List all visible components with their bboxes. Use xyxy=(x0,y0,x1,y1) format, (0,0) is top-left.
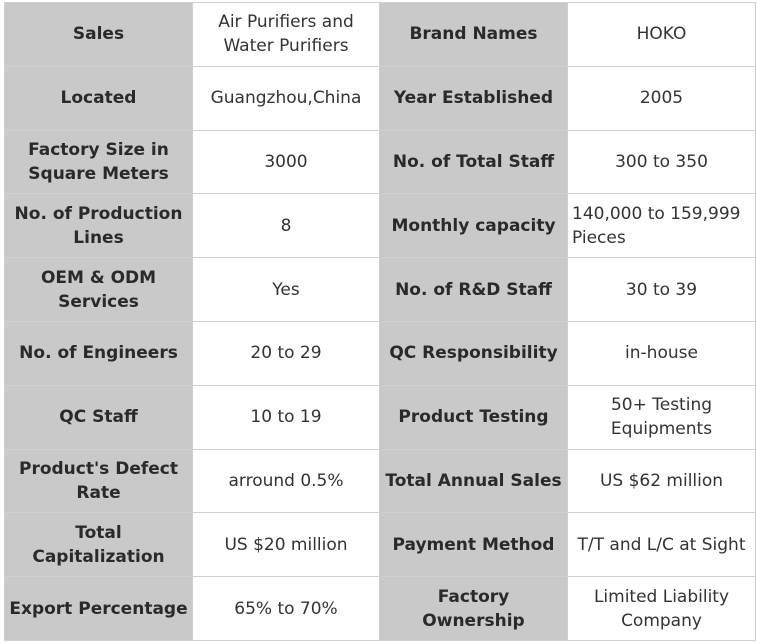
value-total-capitalization: US $20 million xyxy=(193,513,380,578)
label-oem-odm: OEM & ODM Services xyxy=(5,258,193,322)
label-product-testing: Product Testing xyxy=(380,385,568,450)
table-row: No. of Engineers 20 to 29 QC Responsibil… xyxy=(5,321,756,386)
table-row: Sales Air Purifiers and Water Purifiers … xyxy=(5,3,756,67)
label-qc-responsibility: QC Responsibility xyxy=(380,321,568,386)
table-row: Product's Defect Rate arround 0.5% Total… xyxy=(5,449,756,514)
value-brand-names: HOKO xyxy=(568,3,756,67)
value-sales: Air Purifiers and Water Purifiers xyxy=(193,3,380,67)
label-total-staff: No. of Total Staff xyxy=(380,130,568,195)
label-monthly-capacity: Monthly capacity xyxy=(380,194,568,259)
value-year-established: 2005 xyxy=(568,66,756,131)
label-located: Located xyxy=(5,66,193,131)
table-row: Located Guangzhou,China Year Established… xyxy=(5,66,756,131)
label-rd-staff: No. of R&D Staff xyxy=(380,258,568,322)
value-defect-rate: arround 0.5% xyxy=(193,449,380,514)
label-factory-ownership: Factory Ownership xyxy=(380,577,568,641)
value-export-percentage: 65% to 70% xyxy=(193,577,380,641)
value-qc-staff: 10 to 19 xyxy=(193,385,380,450)
table-row: OEM & ODM Services Yes No. of R&D Staff … xyxy=(5,258,756,322)
label-production-lines: No. of Production Lines xyxy=(5,194,193,259)
table-row: Factory Size in Square Meters 3000 No. o… xyxy=(5,130,756,195)
value-payment-method: T/T and L/C at Sight xyxy=(568,513,756,578)
value-total-staff: 300 to 350 xyxy=(568,130,756,195)
value-qc-responsibility: in-house xyxy=(568,321,756,386)
value-production-lines: 8 xyxy=(193,194,380,259)
label-brand-names: Brand Names xyxy=(380,3,568,67)
table-row: Total Capitalization US $20 million Paym… xyxy=(5,513,756,578)
table-row: Export Percentage 65% to 70% Factory Own… xyxy=(5,577,756,641)
label-annual-sales: Total Annual Sales xyxy=(380,449,568,514)
label-defect-rate: Product's Defect Rate xyxy=(5,449,193,514)
value-factory-size: 3000 xyxy=(193,130,380,195)
label-payment-method: Payment Method xyxy=(380,513,568,578)
value-product-testing: 50+ Testing Equipments xyxy=(568,385,756,450)
label-year-established: Year Established xyxy=(380,66,568,131)
label-sales: Sales xyxy=(5,3,193,67)
value-rd-staff: 30 to 39 xyxy=(568,258,756,322)
value-located: Guangzhou,China xyxy=(193,66,380,131)
value-oem-odm: Yes xyxy=(193,258,380,322)
table-row: No. of Production Lines 8 Monthly capaci… xyxy=(5,194,756,259)
value-annual-sales: US $62 million xyxy=(568,449,756,514)
table-row: QC Staff 10 to 19 Product Testing 50+ Te… xyxy=(5,385,756,450)
value-monthly-capacity: 140,000 to 159,999 Pieces xyxy=(568,194,756,259)
label-total-capitalization: Total Capitalization xyxy=(5,513,193,578)
label-factory-size: Factory Size in Square Meters xyxy=(5,130,193,195)
value-engineers: 20 to 29 xyxy=(193,321,380,386)
value-factory-ownership: Limited Liability Company xyxy=(568,577,756,641)
company-info-table: Sales Air Purifiers and Water Purifiers … xyxy=(4,2,756,641)
label-export-percentage: Export Percentage xyxy=(5,577,193,641)
label-engineers: No. of Engineers xyxy=(5,321,193,386)
label-qc-staff: QC Staff xyxy=(5,385,193,450)
